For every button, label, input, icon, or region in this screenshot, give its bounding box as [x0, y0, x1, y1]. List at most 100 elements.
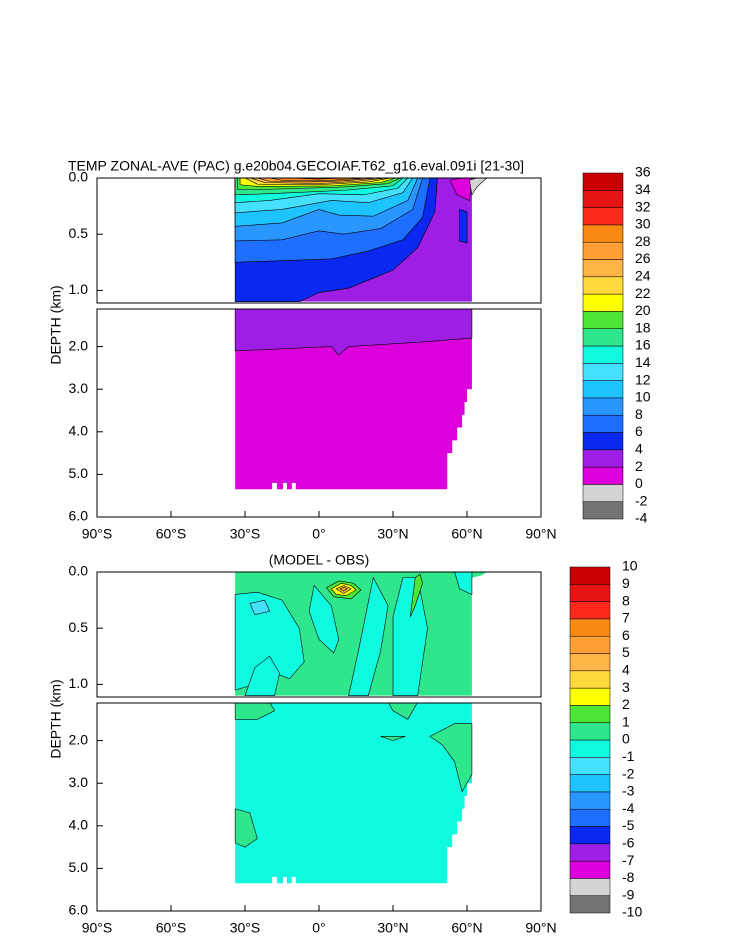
y-axis-label: DEPTH (km) [48, 679, 64, 758]
contour-fill [454, 572, 473, 595]
colorbar-label: -10 [622, 904, 642, 920]
colorbar-label: 14 [635, 354, 651, 370]
colorbar-label: 2 [635, 458, 643, 474]
colorbar-box [569, 601, 611, 620]
colorbar-box [582, 224, 624, 243]
x-tick-label: 30°S [230, 526, 261, 542]
contour-fill [234, 591, 305, 691]
x-tick-label: 60°S [156, 526, 187, 542]
y-tick-label: 6.0 [69, 902, 89, 918]
x-tick-label: 0° [312, 526, 325, 542]
colorbar-box [582, 363, 624, 381]
x-tick-label: 90°N [525, 526, 556, 542]
colorbar-box [569, 878, 611, 896]
colorbar-label: 22 [635, 285, 651, 301]
colorbar-label: -8 [622, 869, 635, 885]
y-tick-label: 6.0 [69, 508, 89, 524]
colorbar-box [582, 259, 624, 278]
colorbar-label: 0 [622, 731, 630, 747]
contour-fill [234, 703, 276, 720]
colorbar-label: 2 [622, 696, 630, 712]
y-tick-label: 0.0 [69, 563, 89, 579]
colorbar-label: 0 [635, 475, 643, 491]
contour-fill [235, 309, 472, 490]
y-tick-label: 3.0 [69, 380, 89, 396]
colorbar-label: 3 [622, 679, 630, 695]
colorbar-box [582, 432, 624, 451]
colorbar-box [582, 397, 624, 416]
colorbar-box [582, 311, 624, 329]
colorbar-box [582, 172, 624, 191]
data-gap [272, 482, 278, 490]
colorbar-label: 18 [635, 319, 651, 335]
data-gap [282, 482, 287, 490]
y-tick-label: 4.0 [69, 817, 89, 833]
panel: (MODEL - OBS) DEPTH (km) 0.0 0.5 1.0 2.0 3.0 4.… [48, 552, 643, 936]
colorbar-box [582, 414, 624, 433]
colorbar-label: 5 [622, 644, 630, 660]
contour-fill [339, 586, 349, 592]
colorbar-box [569, 566, 611, 585]
colorbar-box [582, 501, 624, 520]
colorbar-box [569, 826, 611, 845]
data-gap [282, 876, 287, 884]
colorbar-label: 7 [622, 610, 630, 626]
panel: TEMP ZONAL-AVE (PAC) g.e20b04.GECOIAF.T6… [48, 158, 651, 542]
y-tick-label: 2.0 [69, 337, 89, 353]
colorbar-label: -9 [622, 886, 635, 902]
colorbar-box [569, 808, 611, 827]
colorbar-box [569, 739, 611, 758]
y-tick-label: 3.0 [69, 774, 89, 790]
contour-fill [308, 584, 340, 654]
upper-field [234, 572, 487, 696]
colorbar-label: 1 [622, 713, 630, 729]
colorbar-label: 16 [635, 337, 651, 353]
colorbar-label: -3 [622, 783, 635, 799]
colorbar-box [582, 345, 624, 364]
x-tick-label: 30°N [377, 920, 408, 936]
colorbar-box [569, 635, 611, 654]
colorbar-label: 10 [622, 558, 638, 574]
x-tick-label: 60°N [451, 920, 482, 936]
colorbar-label: -2 [635, 492, 648, 508]
colorbar-box [582, 449, 624, 468]
chart-title: (MODEL - OBS) [269, 552, 370, 568]
contour-fill [249, 599, 271, 616]
contour-fill [235, 703, 472, 884]
colorbar-label: 10 [635, 389, 651, 405]
data-gap [291, 876, 296, 884]
contour-fill [234, 309, 473, 356]
contour-fill [388, 703, 418, 720]
data-gap [272, 876, 278, 884]
colorbar-box [582, 293, 624, 312]
colorbar-label: 9 [622, 575, 630, 591]
colorbar-label: 8 [622, 592, 630, 608]
colorbar-label: 12 [635, 371, 651, 387]
colorbar-box [569, 653, 611, 672]
colorbar-label: -7 [622, 852, 635, 868]
colorbar-label: 4 [622, 662, 630, 678]
y-tick-label: 0.5 [69, 619, 89, 635]
colorbar-box [569, 774, 611, 793]
y-tick-label: 2.0 [69, 731, 89, 747]
lower-field [234, 309, 473, 490]
data-gap [291, 482, 296, 490]
x-tick-label: 90°N [525, 920, 556, 936]
colorbar-label: -4 [635, 510, 648, 526]
colorbar-box [569, 618, 611, 637]
colorbar-label: 30 [635, 216, 651, 232]
lower-field [234, 703, 473, 884]
contour-fill [348, 576, 389, 696]
y-tick-label: 5.0 [69, 465, 89, 481]
x-tick-label: 60°N [451, 526, 482, 542]
colorbar-box [569, 791, 611, 810]
plot-frame [96, 571, 542, 698]
colorbar-label: 24 [635, 268, 651, 284]
x-tick-label: 30°S [230, 920, 261, 936]
colorbar-box [582, 276, 624, 295]
colorbar-label: 20 [635, 302, 651, 318]
plot-frame [96, 177, 542, 304]
x-tick-label: 0° [312, 920, 325, 936]
contour-fill [459, 209, 468, 244]
